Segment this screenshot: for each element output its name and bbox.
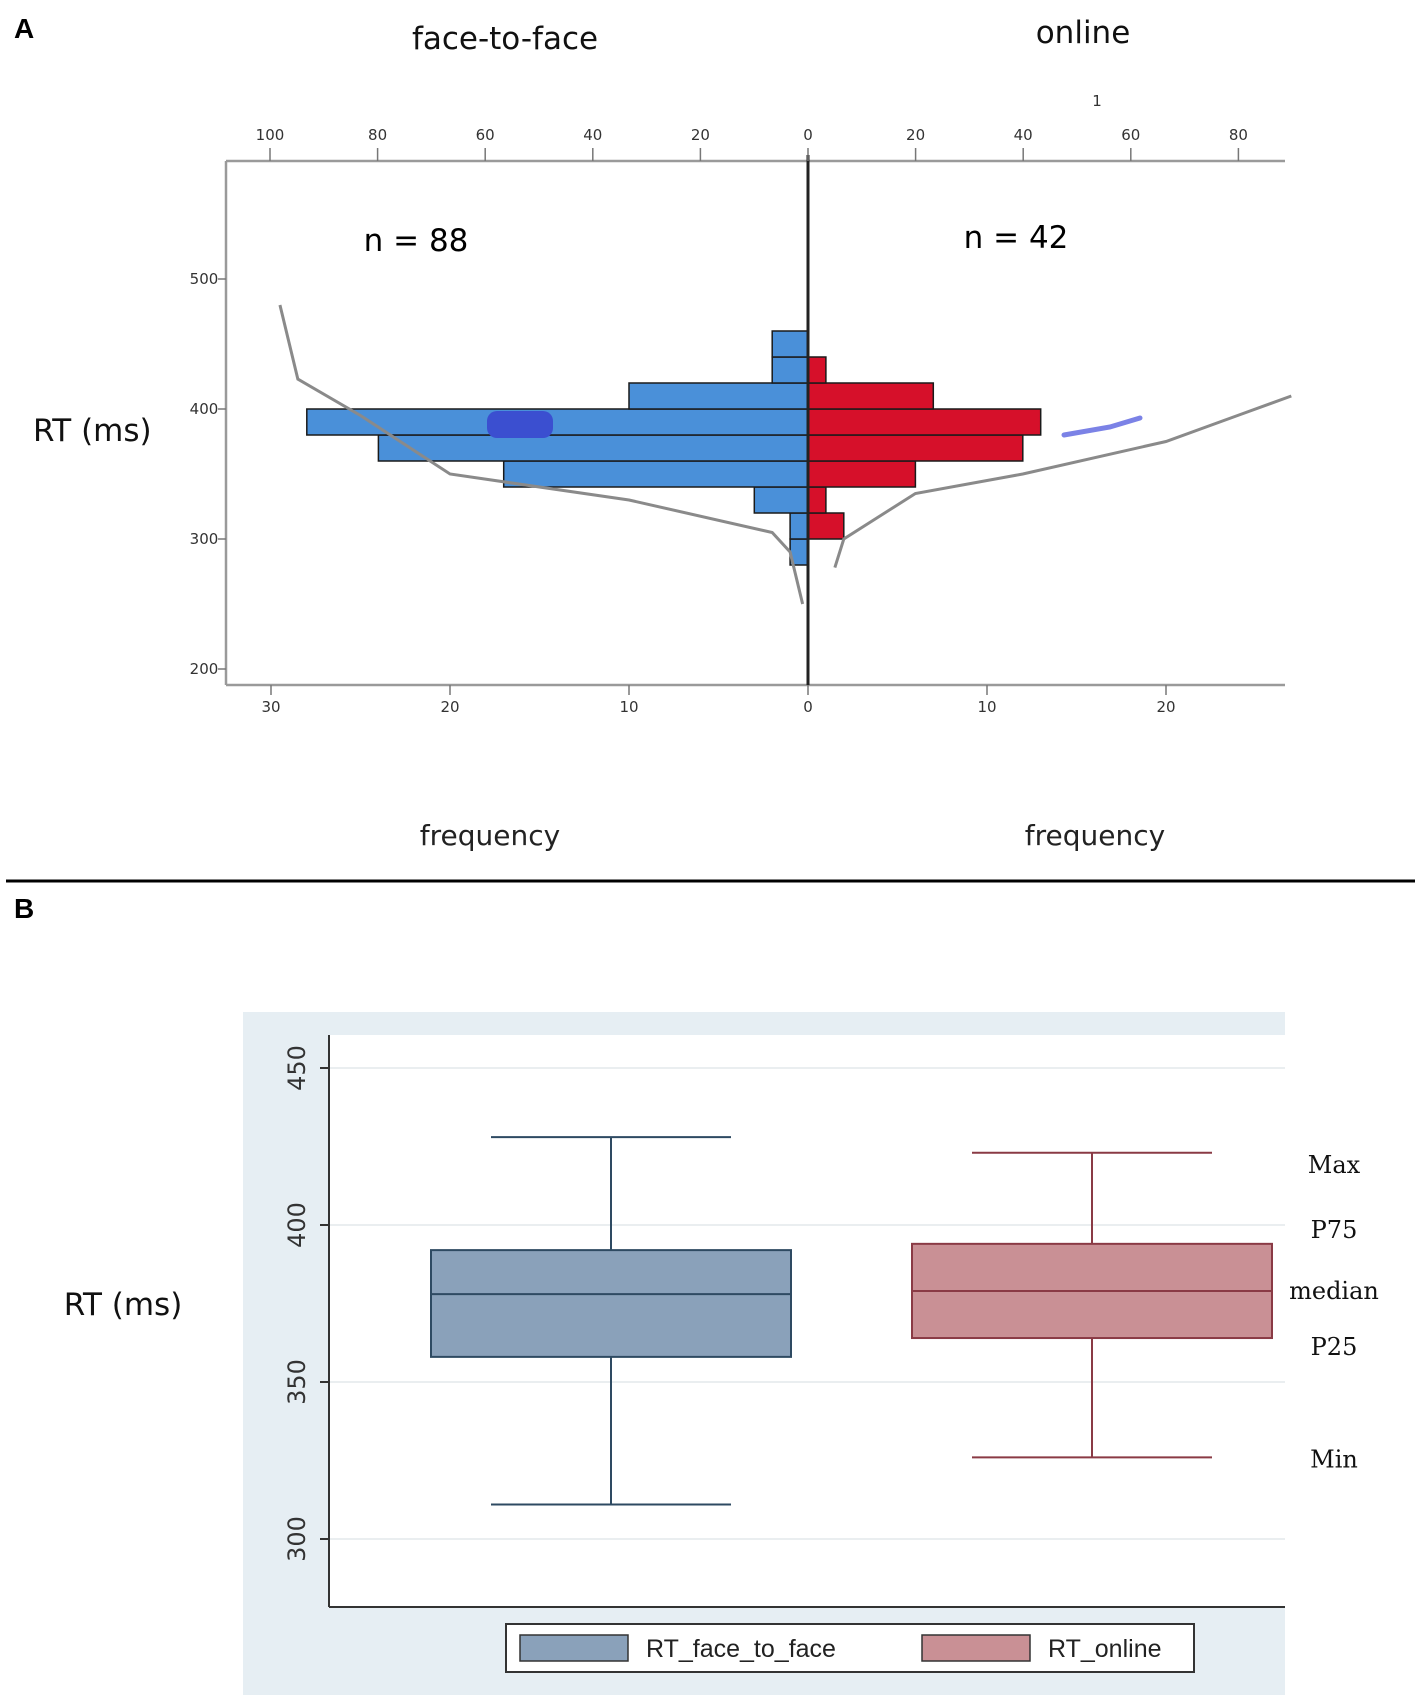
legend-swatch-face-to-face (519, 1634, 629, 1662)
box-y-ticks: 300 350 400 450 (283, 1045, 329, 1562)
panel-a-ylabel: RT (ms) (33, 413, 152, 449)
top-tick-label-left-100: 100 (256, 126, 285, 144)
y-tick-label-300: 300 (190, 530, 219, 548)
annotation-min: Min (1310, 1445, 1358, 1473)
left-n-label: n = 88 (364, 223, 469, 259)
legend-label-online: RT_online (1048, 1635, 1162, 1663)
bottom-tick-label-right-10: 10 (977, 698, 996, 716)
online-box-group (911, 1151, 1273, 1459)
bottom-tick-label-right-20: 20 (1156, 698, 1175, 716)
annotation-max: Max (1308, 1151, 1361, 1179)
histogram-bottom-ticks: 30 20 10 0 10 20 (261, 685, 1176, 716)
bottom-tick-label-left-20: 20 (440, 698, 459, 716)
box-y-tick-label-450: 450 (283, 1045, 311, 1091)
panel-b-ylabel: RT (ms) (64, 1287, 183, 1323)
top-tick-label-right-20: 20 (906, 126, 925, 144)
legend-swatch-online (921, 1634, 1031, 1662)
right-frequency-label: frequency (1025, 819, 1165, 852)
face-to-face-bar-7 (771, 356, 809, 384)
face-to-face-bar-8 (771, 330, 809, 358)
online-bar-3 (807, 460, 917, 488)
face-to-face-bar-5 (306, 408, 809, 436)
y-tick-label-400: 400 (190, 400, 219, 418)
highlight-marks (487, 411, 1143, 438)
box-y-tick-label-350: 350 (283, 1359, 311, 1405)
right-title: online (1036, 15, 1131, 51)
panel-b-letter: B (14, 893, 34, 924)
top-tick-label-right-60: 60 (1121, 126, 1140, 144)
top-tick-label-left-20: 20 (691, 126, 710, 144)
top-tick-label-left-80: 80 (368, 126, 387, 144)
face-to-face-iqr-box (430, 1249, 792, 1358)
annotation-p25: P25 (1311, 1333, 1358, 1361)
top-tick-label-right-80: 80 (1229, 126, 1248, 144)
stray-mark: 1 (1092, 92, 1102, 110)
box-legend: RT_face_to_face RT_online (505, 1623, 1195, 1673)
top-tick-label-left-60: 60 (476, 126, 495, 144)
annotation-median: median (1289, 1277, 1379, 1305)
histogram-y-ticks: 200 300 400 500 (190, 270, 226, 678)
cumulative-curves (278, 304, 1292, 605)
online-bar-2 (807, 486, 827, 514)
left-title: face-to-face (412, 21, 598, 57)
highlight-mark-left (487, 411, 553, 438)
y-tick-label-500: 500 (190, 270, 219, 288)
online-bar-1 (807, 512, 845, 540)
face-to-face-bar-6 (628, 382, 809, 410)
top-tick-label-left-40: 40 (583, 126, 602, 144)
highlight-mark-right (1061, 415, 1143, 438)
bottom-tick-label-left-10: 10 (619, 698, 638, 716)
online-bar-4 (807, 434, 1024, 462)
face-to-face-box-group (430, 1136, 792, 1506)
panel-a-letter: A (14, 13, 34, 44)
face-to-face-curve (278, 304, 805, 605)
top-tick-label-right-40: 40 (1014, 126, 1033, 144)
box-y-tick-label-400: 400 (283, 1202, 311, 1248)
face-to-face-bar-3 (502, 460, 809, 488)
face-to-face-bar-1 (789, 512, 809, 540)
online-curve (833, 394, 1292, 569)
bottom-tick-label-left-30: 30 (261, 698, 280, 716)
face-to-face-bar-2 (753, 486, 809, 514)
top-tick-label-left-0: 0 (803, 126, 813, 144)
left-frequency-label: frequency (420, 819, 560, 852)
online-bar-7 (807, 356, 827, 384)
annotation-p75: P75 (1311, 1216, 1358, 1244)
legend-label-face-to-face: RT_face_to_face (646, 1635, 836, 1663)
box-annotations: Max P75 median P25 Min (1289, 1151, 1379, 1474)
online-bars (807, 356, 1042, 540)
online-bar-6 (807, 382, 935, 410)
y-tick-label-200: 200 (190, 660, 219, 678)
box-gridlines (329, 1067, 1285, 1540)
face-to-face-bars (306, 330, 809, 566)
histogram-top-ticks: 100 80 60 40 20 0 20 40 60 80 (256, 126, 1248, 161)
bottom-tick-label-left-0: 0 (803, 698, 813, 716)
right-n-label: n = 42 (964, 220, 1069, 256)
histogram-frame (224, 159, 1285, 687)
face-to-face-bar-4 (377, 434, 809, 462)
box-y-tick-label-300: 300 (283, 1516, 311, 1562)
online-bar-5 (807, 408, 1042, 436)
box-plots (430, 1136, 1273, 1506)
